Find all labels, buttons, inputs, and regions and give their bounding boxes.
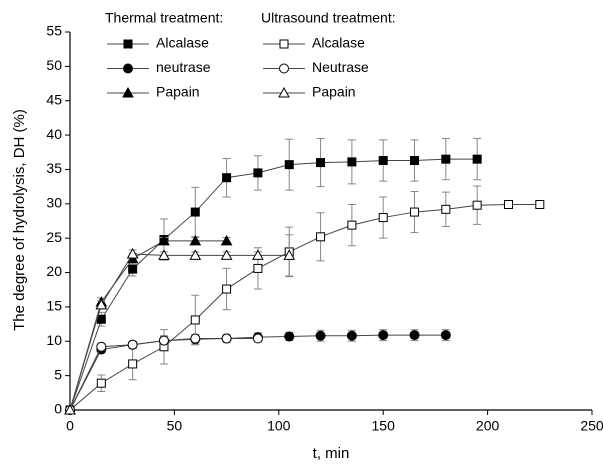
series-line: [69, 204, 540, 411]
y-tick-label: 20: [46, 263, 62, 279]
x-axis-label: t, min: [313, 445, 350, 462]
marker: [283, 249, 296, 260]
legend-label: Alcalase: [312, 35, 365, 51]
marker: [220, 234, 233, 246]
marker: [253, 168, 263, 178]
marker: [346, 330, 357, 341]
x-tick-label: 50: [167, 418, 183, 434]
marker: [378, 156, 388, 166]
y-tick-label: 10: [46, 332, 62, 348]
legend-marker: [279, 63, 289, 74]
legend-label: neutrase: [156, 59, 211, 75]
legend-marker: [278, 86, 290, 98]
marker: [409, 330, 420, 341]
marker: [220, 249, 233, 260]
legend-marker: [122, 86, 134, 98]
marker: [316, 158, 326, 168]
legend-marker: [279, 39, 289, 49]
marker: [128, 359, 138, 369]
series-line: [69, 240, 227, 411]
marker: [158, 234, 170, 246]
marker: [189, 249, 202, 260]
y-tick-label: 25: [46, 229, 62, 245]
marker: [252, 333, 263, 344]
marker: [472, 200, 482, 210]
marker: [158, 249, 170, 260]
marker: [95, 298, 108, 310]
x-tick-label: 200: [476, 418, 500, 434]
series-line: [69, 253, 290, 411]
y-tick-label: 15: [46, 298, 62, 314]
y-tick-label: 5: [54, 366, 62, 382]
legend-heading: Thermal treatment:: [105, 10, 223, 26]
marker: [347, 157, 357, 167]
y-axis-label: The degree of hydrolysis, DH (%): [11, 109, 28, 331]
marker: [128, 264, 138, 274]
marker: [378, 330, 389, 341]
y-tick-label: 35: [46, 160, 62, 176]
legend-label: Papain: [156, 84, 200, 100]
marker: [315, 330, 326, 341]
legend-label: Neutrase: [312, 59, 369, 75]
marker: [126, 247, 139, 259]
marker: [252, 249, 264, 260]
legend-marker: [123, 39, 133, 49]
marker: [64, 403, 76, 415]
marker: [190, 207, 200, 217]
marker: [472, 154, 482, 164]
y-tick-label: 40: [46, 126, 62, 142]
y-tick-label: 45: [46, 91, 62, 107]
marker: [127, 339, 138, 350]
marker: [253, 263, 263, 273]
marker: [441, 154, 451, 164]
marker: [190, 315, 200, 325]
marker: [96, 314, 106, 324]
marker: [222, 173, 232, 183]
marker: [535, 200, 545, 210]
y-tick-label: 55: [46, 23, 62, 39]
series-line: [69, 334, 446, 411]
legend-label: Papain: [312, 84, 356, 100]
legend-marker: [123, 63, 133, 74]
x-tick-label: 150: [372, 418, 396, 434]
marker: [316, 232, 326, 242]
marker: [189, 234, 202, 246]
marker: [441, 204, 451, 214]
marker: [96, 378, 106, 388]
marker: [347, 220, 357, 230]
marker: [410, 156, 420, 166]
marker: [284, 160, 294, 170]
x-tick-label: 100: [267, 418, 291, 434]
marker: [221, 333, 232, 344]
marker: [158, 335, 169, 346]
legend-heading: Ultrasound treatment:: [261, 10, 396, 26]
marker: [96, 341, 107, 352]
marker: [410, 207, 420, 217]
legend-label: Alcalase: [156, 35, 209, 51]
y-tick-label: 50: [46, 57, 62, 73]
marker: [190, 333, 201, 344]
y-tick-label: 0: [54, 401, 62, 417]
marker: [222, 284, 232, 294]
marker: [440, 330, 451, 341]
series-line: [69, 158, 478, 411]
x-tick-label: 250: [580, 418, 603, 434]
marker: [284, 331, 295, 342]
marker: [503, 200, 513, 210]
marker: [378, 213, 388, 223]
y-tick-label: 30: [46, 195, 62, 211]
x-tick-label: 0: [66, 418, 74, 434]
